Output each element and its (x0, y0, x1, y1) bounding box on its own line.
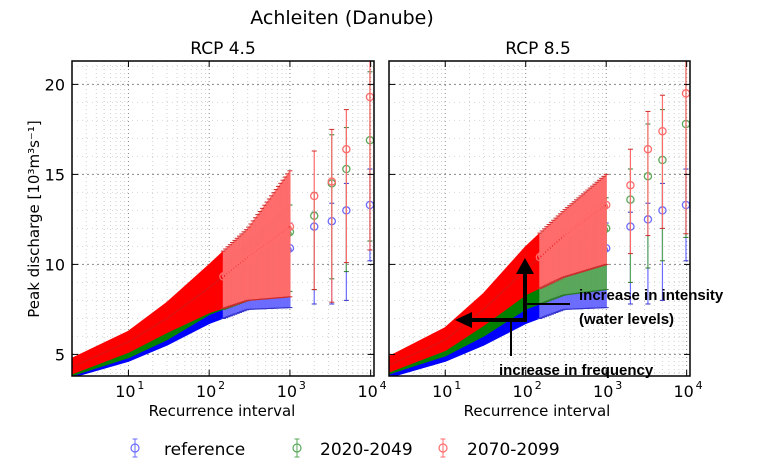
annotation-intensity-line1: increase in intensity (579, 287, 724, 304)
x-tick-exponent: 2 (535, 379, 542, 392)
annotation-frequency: increase in frequency (499, 362, 654, 379)
data-point (626, 180, 635, 190)
x-tick-label: 10 (357, 382, 377, 401)
legend-label: reference (164, 440, 245, 460)
x-tick-label: 10 (277, 382, 297, 401)
x-tick-label: 10 (432, 382, 452, 401)
plot-frame (71, 60, 375, 377)
y-tick-label: 15 (45, 165, 65, 184)
y-tick-label: 10 (45, 255, 65, 274)
legend-circle (292, 443, 302, 453)
arrow-left-icon (455, 312, 472, 328)
legend-entry-2020-2049: 2020-2049 (292, 438, 413, 460)
legend: reference 2020-2049 2070-2099 (130, 438, 560, 460)
x-tick-label: 10 (115, 382, 135, 401)
data-point (283, 224, 292, 233)
data-layer (389, 61, 690, 376)
data-point (342, 144, 351, 154)
legend-circle (130, 443, 140, 453)
data-point (285, 222, 295, 231)
panel-title: RCP 8.5 (505, 39, 571, 59)
x-tick-label: 10 (593, 382, 613, 401)
x-tick-label: 10 (673, 382, 693, 401)
data-point (658, 126, 667, 136)
legend-circle (438, 443, 448, 453)
y-tick-label: 20 (45, 75, 65, 94)
data-point (327, 177, 337, 186)
data-point (309, 191, 319, 201)
x-axis-label: Recurrence interval (464, 402, 611, 420)
legend-marker-icon (438, 438, 448, 458)
x-tick-exponent: 2 (218, 379, 225, 392)
annotation-intensity-line2: (water levels) (579, 311, 674, 328)
series-2070-2099 (389, 61, 690, 373)
legend-marker-icon (292, 438, 302, 458)
annotation-group: increase in intensity (water levels) inc… (455, 258, 724, 379)
series-2070-2099 (72, 61, 374, 375)
legend-label: 2070-2099 (467, 440, 560, 460)
x-axis-label: Recurrence interval (149, 402, 296, 420)
x-tick-exponent: 3 (615, 379, 622, 392)
grid (388, 61, 690, 376)
y-tick-label: 5 (55, 345, 65, 364)
plot-frame (388, 60, 691, 377)
x-tick-exponent: 1 (454, 379, 461, 392)
x-tick-exponent: 4 (696, 379, 703, 392)
x-tick-label: 10 (513, 382, 533, 401)
x-tick-exponent: 3 (299, 379, 306, 392)
x-tick-exponent: 1 (137, 379, 144, 392)
data-point (599, 202, 609, 211)
y-axis-label: Peak discharge [10³m³s⁻¹] (25, 120, 43, 317)
arrow-up-icon (516, 258, 534, 274)
figure-title: Achleiten (Danube) (250, 7, 434, 29)
panel-title: RCP 4.5 (190, 39, 256, 59)
data-layer (72, 61, 374, 376)
data-point (601, 200, 611, 210)
x-tick-exponent: 4 (380, 379, 387, 392)
legend-label: 2020-2049 (320, 440, 413, 460)
data-point (643, 144, 653, 154)
legend-entry-2070-2099: 2070-2099 (438, 438, 560, 460)
legend-marker-icon (130, 438, 140, 458)
legend-entry-reference: reference (130, 438, 245, 460)
x-tick-label: 10 (196, 382, 216, 401)
